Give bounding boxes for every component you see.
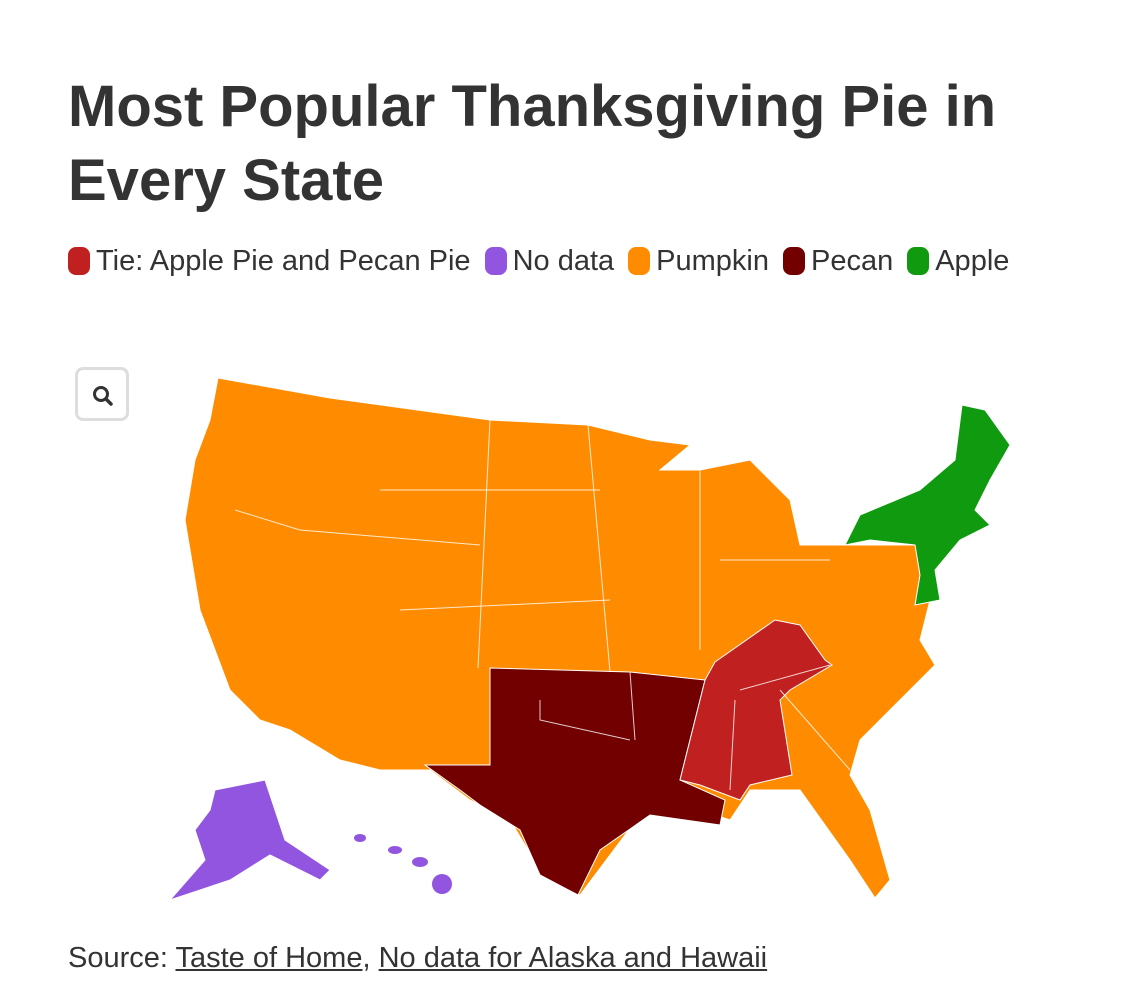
- region-hawaii: [388, 846, 402, 854]
- title: Most Popular Thanksgiving Pie in Every S…: [68, 74, 997, 213]
- legend-swatch: [907, 247, 930, 275]
- state-border: [739, 664, 831, 691]
- region-hawaii: [354, 834, 366, 842]
- state-border: [539, 700, 631, 741]
- region-tie: [679, 619, 833, 801]
- state-border: [587, 424, 611, 673]
- search-button[interactable]: [75, 367, 129, 421]
- legend-label: Pecan: [810, 245, 894, 277]
- legend-label: Tie: Apple Pie and Pecan Pie: [96, 245, 471, 277]
- legend-item: Pumpkin: [628, 240, 769, 282]
- region-alaska: [168, 779, 331, 902]
- source-link[interactable]: Taste of Home: [175, 942, 363, 974]
- region-hawaii: [412, 857, 428, 867]
- legend-item: Pecan: [782, 240, 894, 282]
- region-hawaii: [432, 874, 452, 894]
- legend-swatch: [484, 247, 507, 275]
- search-icon: [93, 386, 113, 406]
- state-border: [477, 419, 491, 669]
- legend-item: Apple: [907, 240, 1009, 282]
- legend-label: Apple: [935, 245, 1010, 277]
- region-apple: [844, 404, 1011, 606]
- legend: Tie: Apple Pie and Pecan Pie No data Pumpk…: [68, 240, 1028, 282]
- legend-swatch: [782, 247, 805, 275]
- state-border: [234, 509, 301, 531]
- state-border: [729, 699, 736, 791]
- legend-label: Pumpkin: [656, 245, 769, 277]
- legend-item: No data: [484, 240, 615, 282]
- legend-swatch: [68, 247, 90, 275]
- legend-label: No data: [512, 245, 615, 277]
- source-link[interactable]: No data for Alaska and Hawaii: [378, 942, 768, 974]
- separator: ,: [362, 942, 371, 974]
- source: Source: Taste of Home, No data for Alask…: [68, 942, 767, 975]
- legend-swatch: [628, 247, 651, 275]
- source-label: Source:: [68, 942, 168, 974]
- state-border: [779, 689, 851, 771]
- legend-item: Tie: Apple Pie and Pecan Pie: [68, 240, 471, 282]
- state-border: [629, 671, 636, 741]
- state-border: [399, 599, 611, 611]
- state-border: [299, 529, 481, 546]
